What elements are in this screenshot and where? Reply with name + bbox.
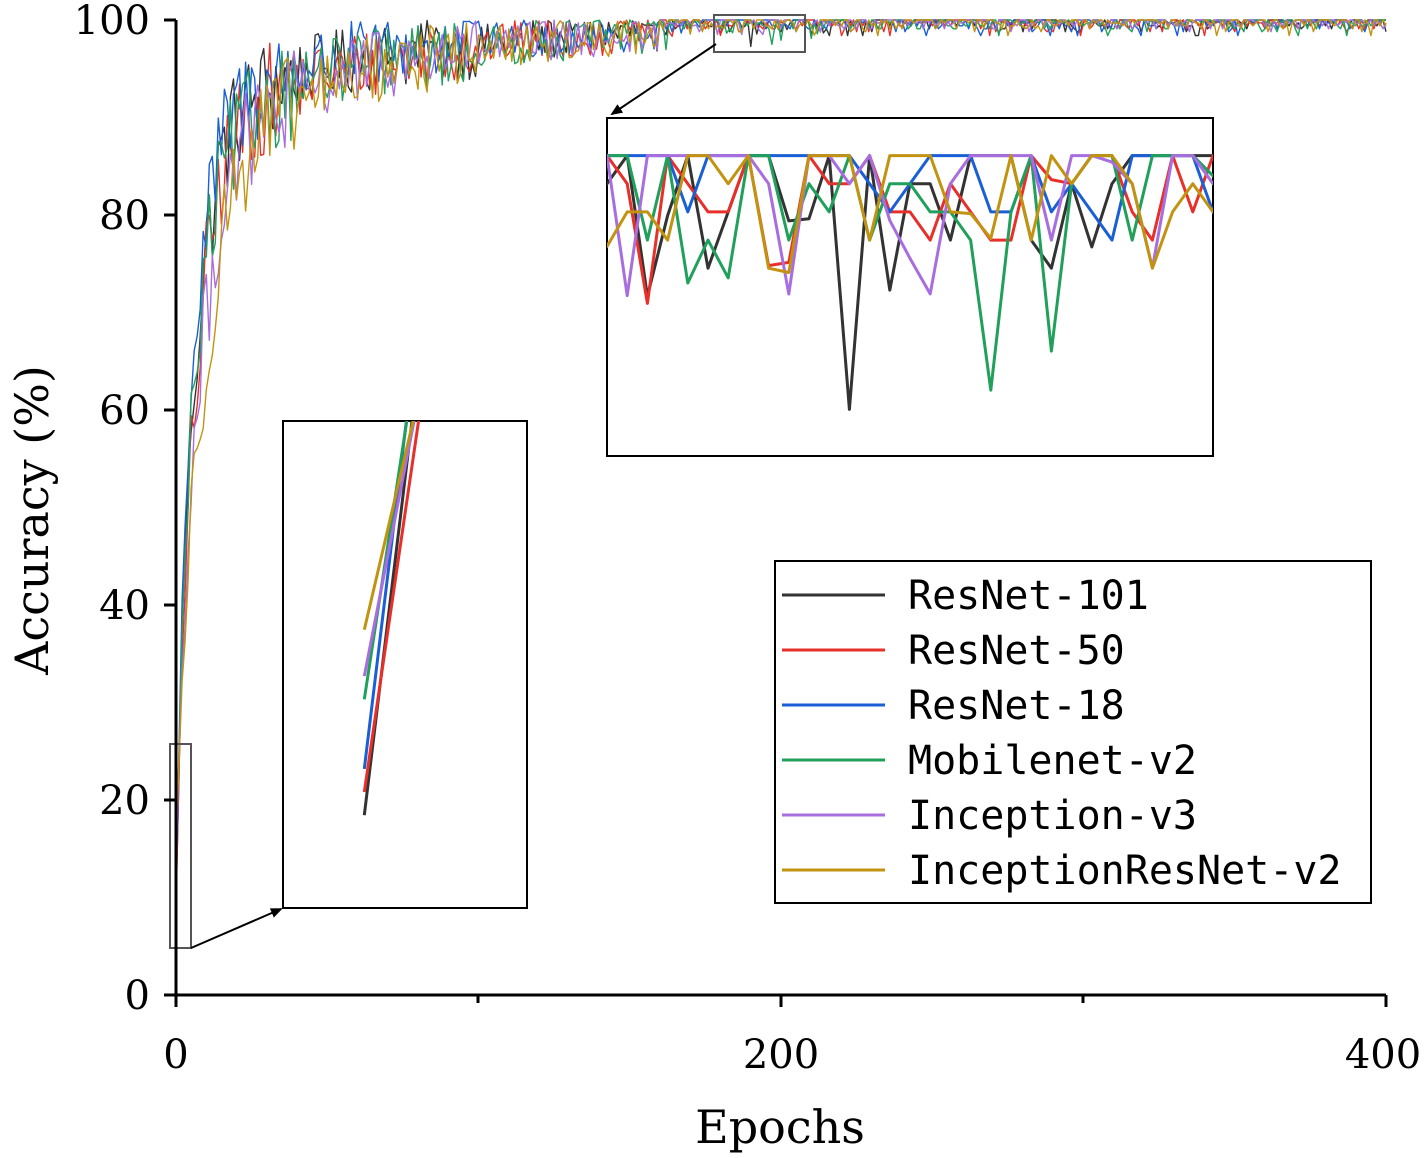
inset-early-epochs-frame: [282, 420, 528, 909]
series-line-resnet-18: [176, 19, 1386, 889]
y-tick-label: 100: [74, 0, 150, 44]
inset-early-line-inceptionresnet-v2: [362, 421, 415, 631]
x-axis-title: Epochs: [695, 1100, 865, 1154]
y-axis-title: Accuracy (%): [5, 365, 59, 676]
legend: ResNet-101 ResNet-50 ResNet-18 Mobilenet-v2…: [774, 560, 1372, 904]
x-tick-label: 0: [163, 1032, 188, 1078]
x-tick-label: 200: [743, 1032, 819, 1078]
inset-early-line-resnet-50: [362, 421, 421, 793]
inset-early-line-inception-v3: [362, 421, 416, 677]
legend-label-resnet-18: ResNet-18: [908, 683, 1125, 729]
inset-late-line-inceptionresnet-v2: [607, 154, 1213, 274]
legend-label-resnet-50: ResNet-50: [908, 628, 1125, 674]
main-series-group: [176, 19, 1387, 910]
x-axis-ticks: 0 200 400: [163, 995, 1421, 1078]
legend-label-inception-v3: Inception-v3: [908, 793, 1197, 839]
inset-late-epochs-series: [607, 154, 1213, 411]
inset-early-epochs-series: [362, 421, 421, 816]
series-line-mobilenet-v2: [176, 19, 1386, 849]
y-tick-label: 0: [125, 973, 150, 1019]
y-tick-label: 80: [99, 193, 150, 239]
series-line-inception-v3: [176, 19, 1387, 857]
zoom-source-box-early: [169, 743, 192, 949]
zoom-arrow-early: [190, 908, 283, 949]
x-tick-label: 400: [1345, 1032, 1421, 1078]
zoom-source-box-late: [713, 14, 806, 53]
legend-box: [774, 560, 1372, 904]
y-tick-label: 60: [99, 388, 150, 434]
legend-label-mobilenet-v2: Mobilenet-v2: [908, 738, 1197, 784]
y-axis-ticks: 0 20 40 60 80 100: [74, 0, 176, 1019]
inset-late-epochs-frame: [606, 117, 1214, 457]
inset-late-line-mobilenet-v2: [607, 154, 1213, 392]
zoom-arrow-late: [610, 43, 717, 116]
y-tick-label: 20: [99, 778, 150, 824]
legend-label-resnet-101: ResNet-101: [908, 573, 1149, 619]
series-line-inceptionresnet-v2: [176, 19, 1387, 827]
legend-label-inceptionresnet-v2: InceptionResNet-v2: [908, 848, 1341, 894]
y-tick-label: 40: [99, 583, 150, 629]
